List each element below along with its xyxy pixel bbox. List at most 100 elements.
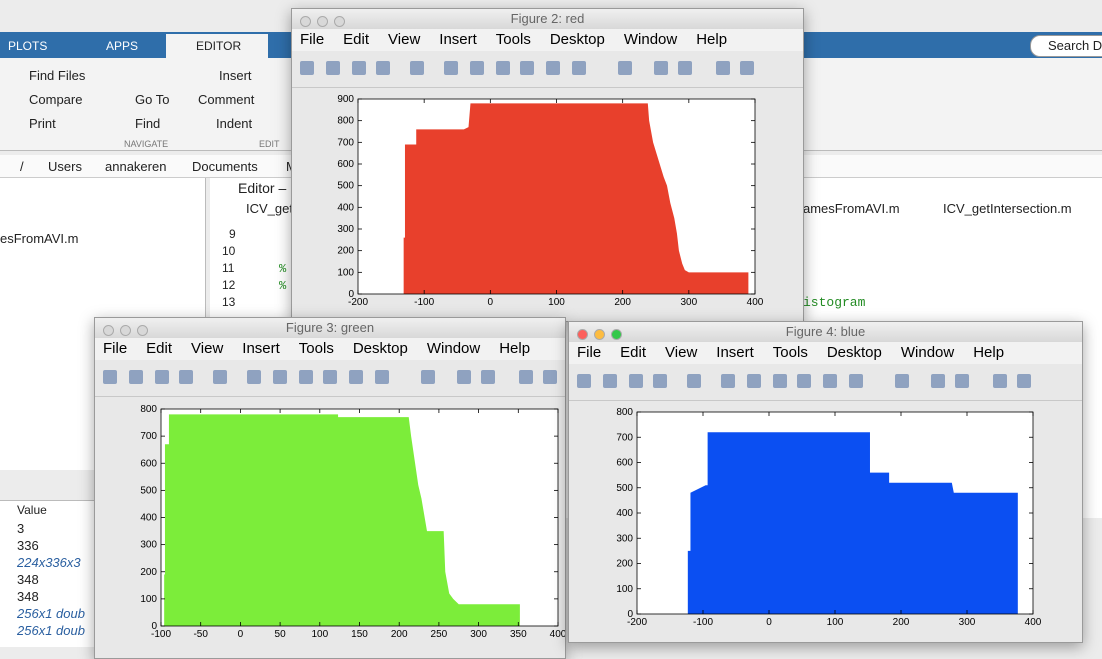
menu-item[interactable]: Help	[499, 340, 531, 357]
menu-item[interactable]: Window	[900, 344, 955, 361]
tool-icon[interactable]	[993, 374, 1007, 388]
tool-icon[interactable]	[716, 61, 730, 75]
tool-icon[interactable]	[895, 374, 909, 388]
path-part[interactable]: Documents	[192, 159, 258, 174]
tool-icon[interactable]	[349, 370, 363, 384]
tool-icon[interactable]	[955, 374, 969, 388]
tool-icon[interactable]	[687, 374, 701, 388]
window-button[interactable]	[317, 16, 328, 27]
tool-icon[interactable]	[376, 61, 390, 75]
tool-icon[interactable]	[375, 370, 389, 384]
tool-icon[interactable]	[299, 370, 313, 384]
button[interactable]: Comment	[198, 92, 255, 107]
button[interactable]: Print	[29, 116, 56, 131]
tool-icon[interactable]	[618, 61, 632, 75]
window-button[interactable]	[103, 325, 114, 336]
button[interactable]: Go To	[135, 92, 170, 107]
window-button[interactable]	[334, 16, 345, 27]
tool-icon[interactable]	[410, 61, 424, 75]
button[interactable]: Find	[135, 116, 161, 131]
tool-icon[interactable]	[179, 370, 193, 384]
tab[interactable]: EDITOR	[196, 39, 242, 53]
window-button[interactable]	[577, 329, 588, 340]
window-button[interactable]	[120, 325, 131, 336]
menu-item[interactable]: Tools	[298, 340, 334, 357]
menu-item[interactable]: Help	[973, 344, 1005, 361]
editor-tab[interactable]: ICV_getIntersection.m	[943, 201, 1072, 216]
tool-icon[interactable]	[155, 370, 169, 384]
tool-icon[interactable]	[213, 370, 227, 384]
tool-icon[interactable]	[457, 370, 471, 384]
tool-icon[interactable]	[519, 370, 533, 384]
menu-item[interactable]: Edit	[343, 31, 370, 48]
window-button[interactable]	[611, 329, 622, 340]
tool-icon[interactable]	[747, 374, 761, 388]
tool-icon[interactable]	[678, 61, 692, 75]
menu-item[interactable]: Window	[623, 31, 678, 48]
tool-icon[interactable]	[849, 374, 863, 388]
tool-icon[interactable]	[773, 374, 787, 388]
tool-icon[interactable]	[520, 61, 534, 75]
menu-item[interactable]: Insert	[242, 340, 280, 357]
tool-icon[interactable]	[323, 370, 337, 384]
tool-icon[interactable]	[496, 61, 510, 75]
file-name[interactable]: esFromAVI.m	[0, 231, 79, 246]
tool-icon[interactable]	[577, 374, 591, 388]
tool-icon[interactable]	[352, 61, 366, 75]
menu-item[interactable]: Tools	[495, 31, 531, 48]
tool-icon[interactable]	[721, 374, 735, 388]
tool-icon[interactable]	[603, 374, 617, 388]
path-part[interactable]: /	[20, 159, 24, 174]
button[interactable]: Find Files	[29, 68, 86, 83]
tool-icon[interactable]	[653, 374, 667, 388]
tab[interactable]: PLOTS	[8, 39, 48, 53]
tool-icon[interactable]	[326, 61, 340, 75]
menu-item[interactable]: View	[388, 31, 421, 48]
menu-item[interactable]: Window	[426, 340, 481, 357]
tool-icon[interactable]	[103, 370, 117, 384]
tool-icon[interactable]	[629, 374, 643, 388]
window-button[interactable]	[137, 325, 148, 336]
tool-icon[interactable]	[572, 61, 586, 75]
tool-icon[interactable]	[300, 61, 314, 75]
tool-icon[interactable]	[129, 370, 143, 384]
button[interactable]: Compare	[29, 92, 83, 107]
tool-icon[interactable]	[823, 374, 837, 388]
menu-item[interactable]: Edit	[146, 340, 173, 357]
menu-item[interactable]: Insert	[439, 31, 477, 48]
tool-icon[interactable]	[481, 370, 495, 384]
tool-icon[interactable]	[740, 61, 754, 75]
tool-icon[interactable]	[543, 370, 557, 384]
editor-tab[interactable]: amesFromAVI.m	[803, 201, 900, 216]
tab[interactable]: APPS	[106, 39, 139, 53]
tool-icon[interactable]	[444, 61, 458, 75]
tool-icon[interactable]	[546, 61, 560, 75]
tool-icon[interactable]	[470, 61, 484, 75]
tool-icon[interactable]	[654, 61, 668, 75]
window-button[interactable]	[300, 16, 311, 27]
menu-item[interactable]: File	[300, 31, 325, 48]
editor-tab[interactable]: ICV_get	[246, 201, 293, 216]
menu-item[interactable]: File	[103, 340, 128, 357]
search-box[interactable]	[1030, 35, 1102, 57]
menu-item[interactable]: Desktop	[826, 344, 882, 361]
tool-icon[interactable]	[273, 370, 287, 384]
menu-item[interactable]: View	[191, 340, 224, 357]
window-button[interactable]	[594, 329, 605, 340]
menu-item[interactable]: View	[665, 344, 698, 361]
tool-icon[interactable]	[797, 374, 811, 388]
menu-item[interactable]: Edit	[620, 344, 647, 361]
button[interactable]: Insert	[219, 68, 252, 83]
menu-item[interactable]: Help	[696, 31, 728, 48]
path-part[interactable]: annakeren	[105, 159, 167, 174]
menu-item[interactable]: Insert	[716, 344, 754, 361]
menu-item[interactable]: Desktop	[549, 31, 605, 48]
tool-icon[interactable]	[247, 370, 261, 384]
tool-icon[interactable]	[1017, 374, 1031, 388]
menu-item[interactable]: File	[577, 344, 602, 361]
menu-item[interactable]: Tools	[772, 344, 808, 361]
tool-icon[interactable]	[421, 370, 435, 384]
tool-icon[interactable]	[931, 374, 945, 388]
path-part[interactable]: Users	[48, 159, 82, 174]
menu-item[interactable]: Desktop	[352, 340, 408, 357]
